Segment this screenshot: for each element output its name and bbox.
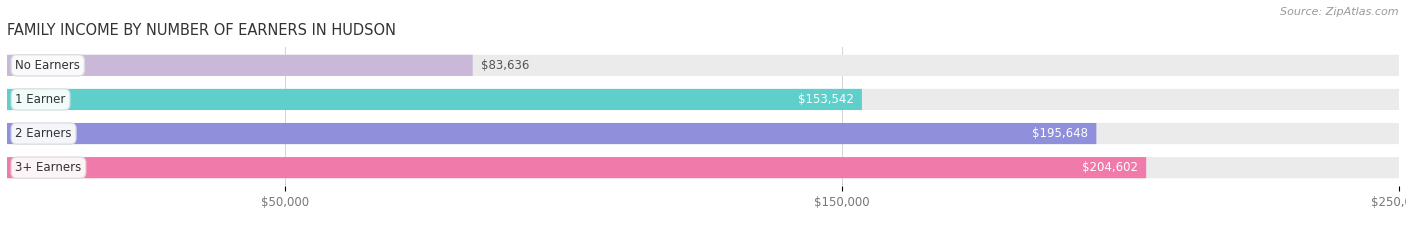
Text: $195,648: $195,648 xyxy=(1032,127,1088,140)
FancyBboxPatch shape xyxy=(7,89,1399,110)
Text: $153,542: $153,542 xyxy=(797,93,853,106)
Text: 2 Earners: 2 Earners xyxy=(15,127,72,140)
Text: $83,636: $83,636 xyxy=(481,59,530,72)
Text: $204,602: $204,602 xyxy=(1081,161,1137,174)
Text: No Earners: No Earners xyxy=(15,59,80,72)
FancyBboxPatch shape xyxy=(7,123,1097,144)
FancyBboxPatch shape xyxy=(7,123,1399,144)
Text: 3+ Earners: 3+ Earners xyxy=(15,161,82,174)
FancyBboxPatch shape xyxy=(7,55,1399,76)
FancyBboxPatch shape xyxy=(7,89,862,110)
Text: 1 Earner: 1 Earner xyxy=(15,93,66,106)
FancyBboxPatch shape xyxy=(7,55,472,76)
Text: Source: ZipAtlas.com: Source: ZipAtlas.com xyxy=(1281,7,1399,17)
FancyBboxPatch shape xyxy=(7,157,1399,178)
Text: FAMILY INCOME BY NUMBER OF EARNERS IN HUDSON: FAMILY INCOME BY NUMBER OF EARNERS IN HU… xyxy=(7,24,396,38)
FancyBboxPatch shape xyxy=(7,157,1146,178)
